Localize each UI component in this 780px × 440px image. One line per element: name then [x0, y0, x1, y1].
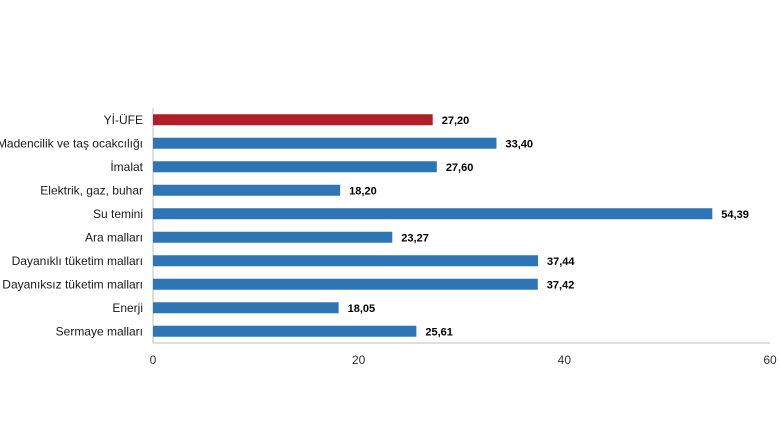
x-tick-label: 60 [763, 353, 777, 367]
category-label: Madencilik ve taş ocakcılığı [0, 136, 143, 150]
data-label: 27,60 [446, 162, 474, 174]
bar [153, 137, 497, 149]
data-label: 27,20 [442, 115, 470, 127]
bar [153, 114, 433, 126]
category-label: Dayanıklı tüketim malları [12, 254, 143, 268]
category-label: Elektrik, gaz, buhar [40, 183, 143, 197]
x-tick-label: 0 [150, 353, 157, 367]
bar [153, 208, 713, 220]
data-label: 33,40 [505, 138, 533, 150]
category-label: Sermaye malları [56, 324, 143, 338]
data-label: 54,39 [721, 209, 749, 221]
x-tick-label: 20 [352, 353, 366, 367]
bar [153, 184, 341, 196]
category-label: Su temini [93, 207, 143, 221]
bar [153, 231, 393, 243]
bar [153, 302, 339, 314]
data-label: 18,20 [349, 185, 377, 197]
bar [153, 161, 437, 173]
category-label: Yİ-ÜFE [104, 113, 143, 127]
data-label: 23,27 [401, 232, 429, 244]
x-tick-label: 40 [558, 353, 572, 367]
data-label: 37,42 [547, 279, 575, 291]
data-label: 37,44 [547, 256, 575, 268]
category-label: İmalat [110, 160, 143, 174]
category-label: Dayanıksız tüketim malları [2, 277, 143, 291]
category-label: Ara malları [85, 230, 143, 244]
data-label: 18,05 [348, 303, 376, 315]
bar [153, 325, 417, 337]
bar [153, 278, 538, 290]
data-label: 25,61 [425, 326, 453, 338]
category-label: Enerji [112, 301, 143, 315]
bar [153, 255, 539, 267]
